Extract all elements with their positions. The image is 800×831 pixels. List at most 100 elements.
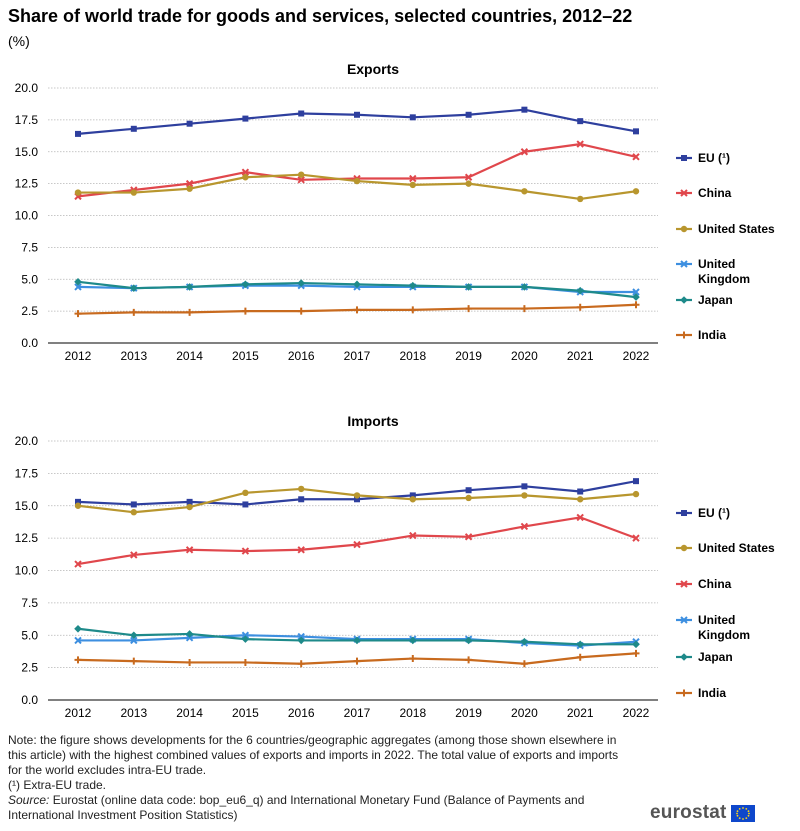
exports-legend-marker-united-states [680, 225, 688, 233]
imports-series-india [74, 649, 640, 668]
exports-legend-label-india: India [698, 328, 726, 342]
imports-series-united-states [74, 485, 640, 516]
eurostat-logo: eurostat [650, 802, 755, 824]
imports-point-china [409, 531, 417, 540]
exports-point-china [576, 140, 584, 148]
notes-block: Note: the figure shows developments for … [8, 733, 620, 823]
exports-legend-label-japan: Japan [698, 293, 733, 307]
imports-point-china [576, 513, 584, 522]
imports-point-eu [242, 501, 249, 508]
exports-x-tick-label: 2022 [623, 349, 650, 363]
exports-point-china [241, 168, 250, 176]
exports-point-japan [297, 279, 305, 287]
imports-legend-marker-united-kingdom [680, 616, 688, 624]
imports-series-eu [75, 478, 639, 508]
exports-x-tick-label: 2012 [65, 349, 92, 363]
imports-legend-marker-japan [680, 653, 688, 661]
imports-legend-marker-india [680, 689, 688, 697]
imports-y-tick-label: 0.0 [21, 693, 38, 707]
imports-point-japan [297, 636, 305, 645]
exports-point-united-states [521, 188, 528, 195]
imports-point-china [520, 522, 529, 531]
exports-point-india [409, 306, 417, 314]
imports-point-india [576, 653, 584, 661]
imports-point-united-kingdom [185, 634, 194, 642]
exports-legend-label-united-states: United States [698, 222, 775, 236]
imports-point-india [241, 658, 249, 666]
exports-point-india [632, 301, 640, 309]
exports-point-japan [632, 293, 640, 301]
imports-series-china [74, 513, 640, 568]
exports-point-china [632, 153, 640, 161]
imports-point-japan [464, 636, 473, 645]
imports-point-japan [241, 635, 250, 643]
exports-legend-marker-united-kingdom [680, 260, 688, 268]
imports-point-india [520, 660, 528, 668]
imports-y-tick-label: 2.5 [21, 661, 38, 675]
exports-legend-item-united-kingdom: United Kingdom [676, 257, 750, 286]
imports-point-japan [520, 637, 529, 646]
exports-point-india [241, 307, 249, 315]
exports-chart: Exports 0.0 2.5 5.0 7.5 10.0 12.5 15.0 17.5 20.0 2… [15, 61, 775, 363]
exports-y-tick-label: 17.5 [15, 113, 39, 127]
imports-point-united-states [409, 496, 416, 503]
imports-x-tick-label: 2015 [232, 706, 259, 720]
imports-legend-item-india: India [676, 686, 726, 700]
exports-point-united-states [353, 177, 361, 185]
imports-point-eu [633, 478, 639, 485]
imports-x-tick-label: 2016 [288, 706, 315, 720]
source-label: Source: [8, 793, 50, 807]
imports-point-india [353, 657, 361, 665]
exports-x-tick-label: 2013 [120, 349, 147, 363]
imports-point-japan [409, 636, 417, 645]
imports-point-japan [185, 630, 194, 638]
exports-y-tick-label: 2.5 [21, 304, 38, 318]
imports-point-united-states [521, 492, 528, 499]
exports-x-tick-label: 2018 [399, 349, 426, 363]
exports-point-united-kingdom [74, 283, 82, 291]
imports-point-united-states [74, 502, 82, 509]
imports-point-united-states [130, 509, 137, 516]
exports-legend-item-china: China [676, 186, 732, 200]
exports-point-eu [577, 118, 584, 125]
footnote-text: (¹) Extra-EU trade. [8, 778, 107, 792]
imports-point-china [632, 534, 640, 542]
imports-y-tick-label: 5.0 [21, 628, 38, 642]
exports-point-united-kingdom [632, 288, 640, 296]
imports-x-tick-label: 2018 [399, 706, 426, 720]
imports-chart: Imports 0.0 2.5 5.0 7.5 10.0 12.5 15.0 17.5 20.0 2… [15, 413, 775, 720]
imports-x-tick-label: 2022 [623, 706, 650, 720]
imports-legend-item-japan: Japan [676, 650, 733, 664]
exports-legend-label-china: China [698, 186, 732, 200]
exports-point-united-states [465, 180, 472, 187]
imports-point-eu [409, 492, 416, 499]
imports-point-japan [74, 624, 82, 633]
exports-point-eu [633, 128, 639, 135]
exports-point-japan [576, 286, 584, 295]
exports-point-japan [409, 281, 417, 290]
exports-point-india [520, 305, 528, 313]
exports-point-eu [75, 130, 81, 137]
exports-legend-label-eu: EU (¹) [698, 151, 730, 165]
note-text: Note: the figure shows developments for … [8, 733, 619, 777]
imports-x-tick-label: 2012 [65, 706, 92, 720]
exports-point-eu [521, 106, 528, 113]
exports-y-tick-label: 0.0 [21, 336, 38, 350]
imports-point-eu [521, 483, 528, 490]
imports-point-japan [632, 640, 640, 649]
exports-y-tick-label: 12.5 [15, 177, 39, 191]
exports-x-tick-label: 2017 [344, 349, 371, 363]
exports-y-tick-label: 7.5 [21, 240, 38, 254]
imports-x-tick-label: 2017 [344, 706, 371, 720]
exports-legend-item-japan: Japan [676, 293, 733, 307]
imports-point-china [74, 560, 82, 568]
imports-legend-item-united-kingdom: United Kingdom [676, 613, 750, 642]
exports-point-china [520, 148, 529, 156]
imports-x-tick-label: 2019 [455, 706, 482, 720]
chart-unit: (%) [8, 33, 30, 49]
source-body: Eurostat (online data code: bop_eu6_q) a… [8, 793, 585, 822]
imports-point-eu [354, 496, 360, 503]
exports-point-india [297, 307, 305, 315]
imports-legend-item-eu: EU (¹) [676, 506, 730, 520]
exports-point-eu [298, 110, 305, 117]
